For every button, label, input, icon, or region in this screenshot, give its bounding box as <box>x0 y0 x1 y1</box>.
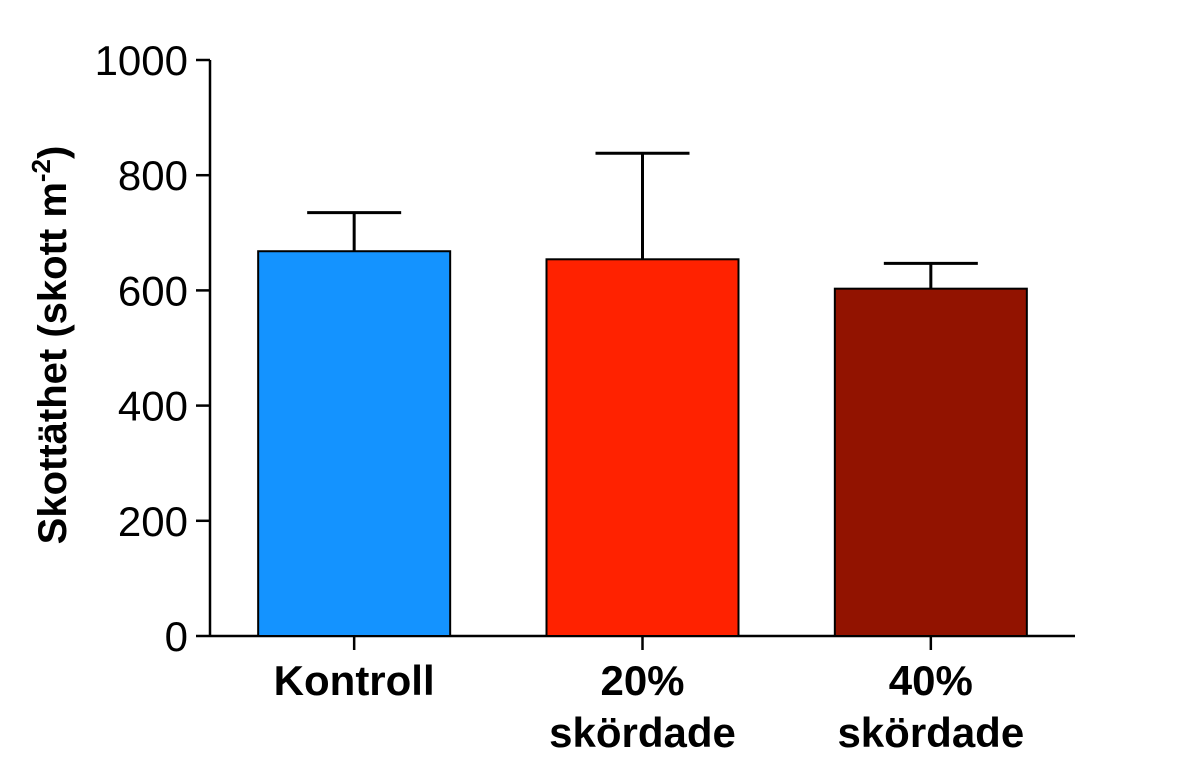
y-axis: 0 200 400 600 800 1000 <box>95 37 212 660</box>
x-tick-label-line: 40% <box>889 657 973 704</box>
y-tick-label: 200 <box>118 498 188 545</box>
y-tick-label: 1000 <box>95 37 188 84</box>
y-axis-title-sup: -2 <box>26 159 56 182</box>
x-tick-label-line: Kontroll <box>274 657 435 704</box>
y-tick-label: 600 <box>118 267 188 314</box>
y-tick-label: 400 <box>118 383 188 430</box>
category-labels: Kontroll 20% skördade 40% skördade <box>274 657 1025 756</box>
x-tick-label: Kontroll <box>274 657 435 704</box>
y-tick-label: 0 <box>165 613 188 660</box>
bar <box>833 287 1028 637</box>
x-tick-label-line: 20% <box>600 657 684 704</box>
bars <box>257 250 1028 637</box>
y-axis-title-close: ) <box>31 146 75 159</box>
y-axis-title: Skottäthet (skott m-2) <box>26 146 75 545</box>
error-bars <box>307 151 978 289</box>
bar <box>545 258 740 637</box>
x-tick-label-line: skördade <box>549 709 736 756</box>
y-tick-label: 800 <box>118 152 188 199</box>
y-axis-title-main: Skottäthet (skott m <box>31 182 75 544</box>
x-axis <box>210 634 1075 650</box>
x-tick-label-line: skördade <box>837 709 1024 756</box>
x-tick-label: 40% skördade <box>837 657 1024 756</box>
bar <box>257 250 452 637</box>
x-tick-label: 20% skördade <box>549 657 736 756</box>
